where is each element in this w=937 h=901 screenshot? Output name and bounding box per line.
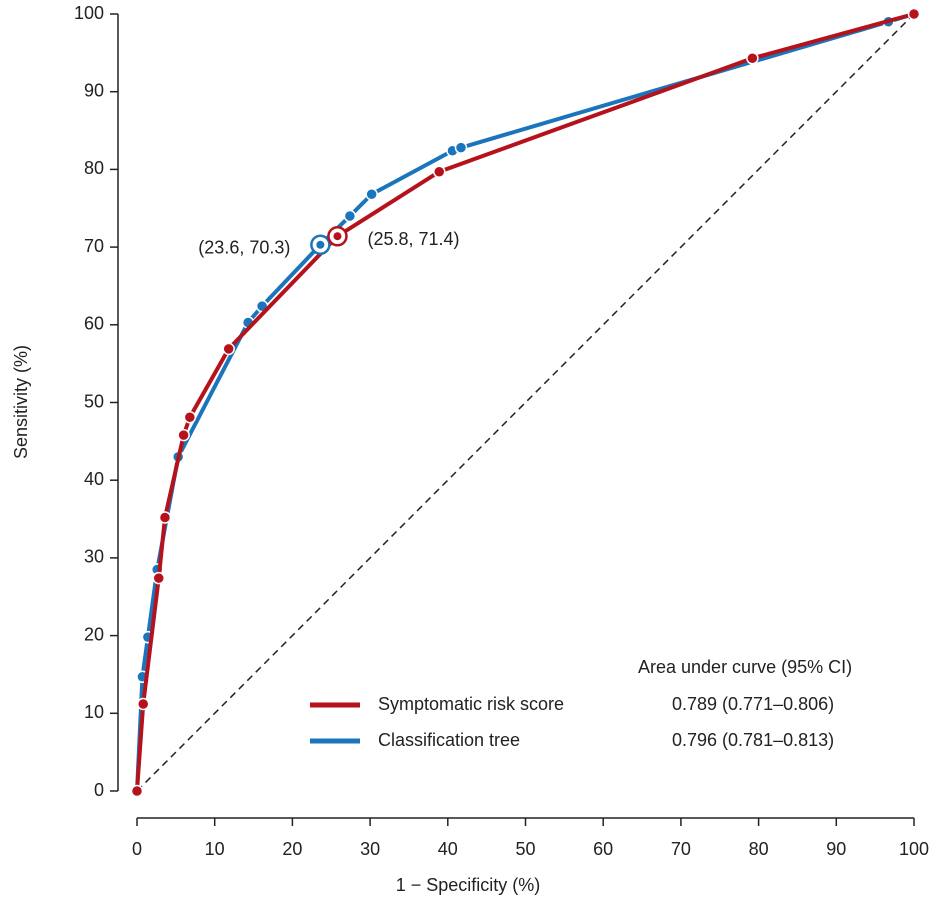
data-point [454,141,468,154]
y-tick-label: 10 [84,702,104,722]
data-point [746,52,759,65]
data-point [343,209,357,223]
y-tick-label: 90 [84,80,104,100]
x-tick-label: 60 [593,839,613,859]
x-tick-label: 70 [671,839,691,859]
x-tick-label: 40 [438,839,458,859]
x-tick-label: 0 [132,839,142,859]
legend-label: Symptomatic risk score [378,694,564,714]
y-tick-label: 70 [84,236,104,256]
x-tick-label: 100 [899,839,929,859]
y-tick-label: 0 [94,780,104,800]
legend-title: Area under curve (95% CI) [638,657,852,677]
reference-line [136,13,915,792]
legend-label: Classification tree [378,730,520,750]
data-point [158,511,172,524]
data-point [130,784,144,798]
y-tick-label: 100 [74,3,104,23]
y-tick-label: 40 [84,469,104,489]
data-point [183,411,197,424]
y-tick-label: 50 [84,391,104,411]
y-tick-label: 20 [84,624,104,644]
y-tick-label: 30 [84,547,104,567]
data-point [177,428,190,442]
annotation: (23.6, 70.3) [198,238,290,258]
x-tick-label: 90 [826,839,846,859]
y-tick-label: 80 [84,158,104,178]
data-point [433,165,446,178]
annotation: (25.8, 71.4) [367,229,459,249]
x-tick-label: 80 [749,839,769,859]
highlight-dot [333,232,342,241]
data-point [907,7,921,21]
legend-auc: 0.789 (0.771–0.806) [672,694,834,714]
highlight-dot [316,240,325,249]
x-axis-label: 1 − Specificity (%) [396,875,541,895]
x-tick-label: 50 [515,839,535,859]
data-point [136,697,150,711]
y-axis-label: Sensitivity (%) [11,345,31,459]
y-tick-label: 60 [84,314,104,334]
data-point [222,342,235,356]
data-point [365,188,378,201]
data-point [152,571,166,585]
x-tick-label: 10 [205,839,225,859]
x-tick-label: 20 [282,839,302,859]
legend-auc: 0.796 (0.781–0.813) [672,730,834,750]
x-tick-label: 30 [360,839,380,859]
